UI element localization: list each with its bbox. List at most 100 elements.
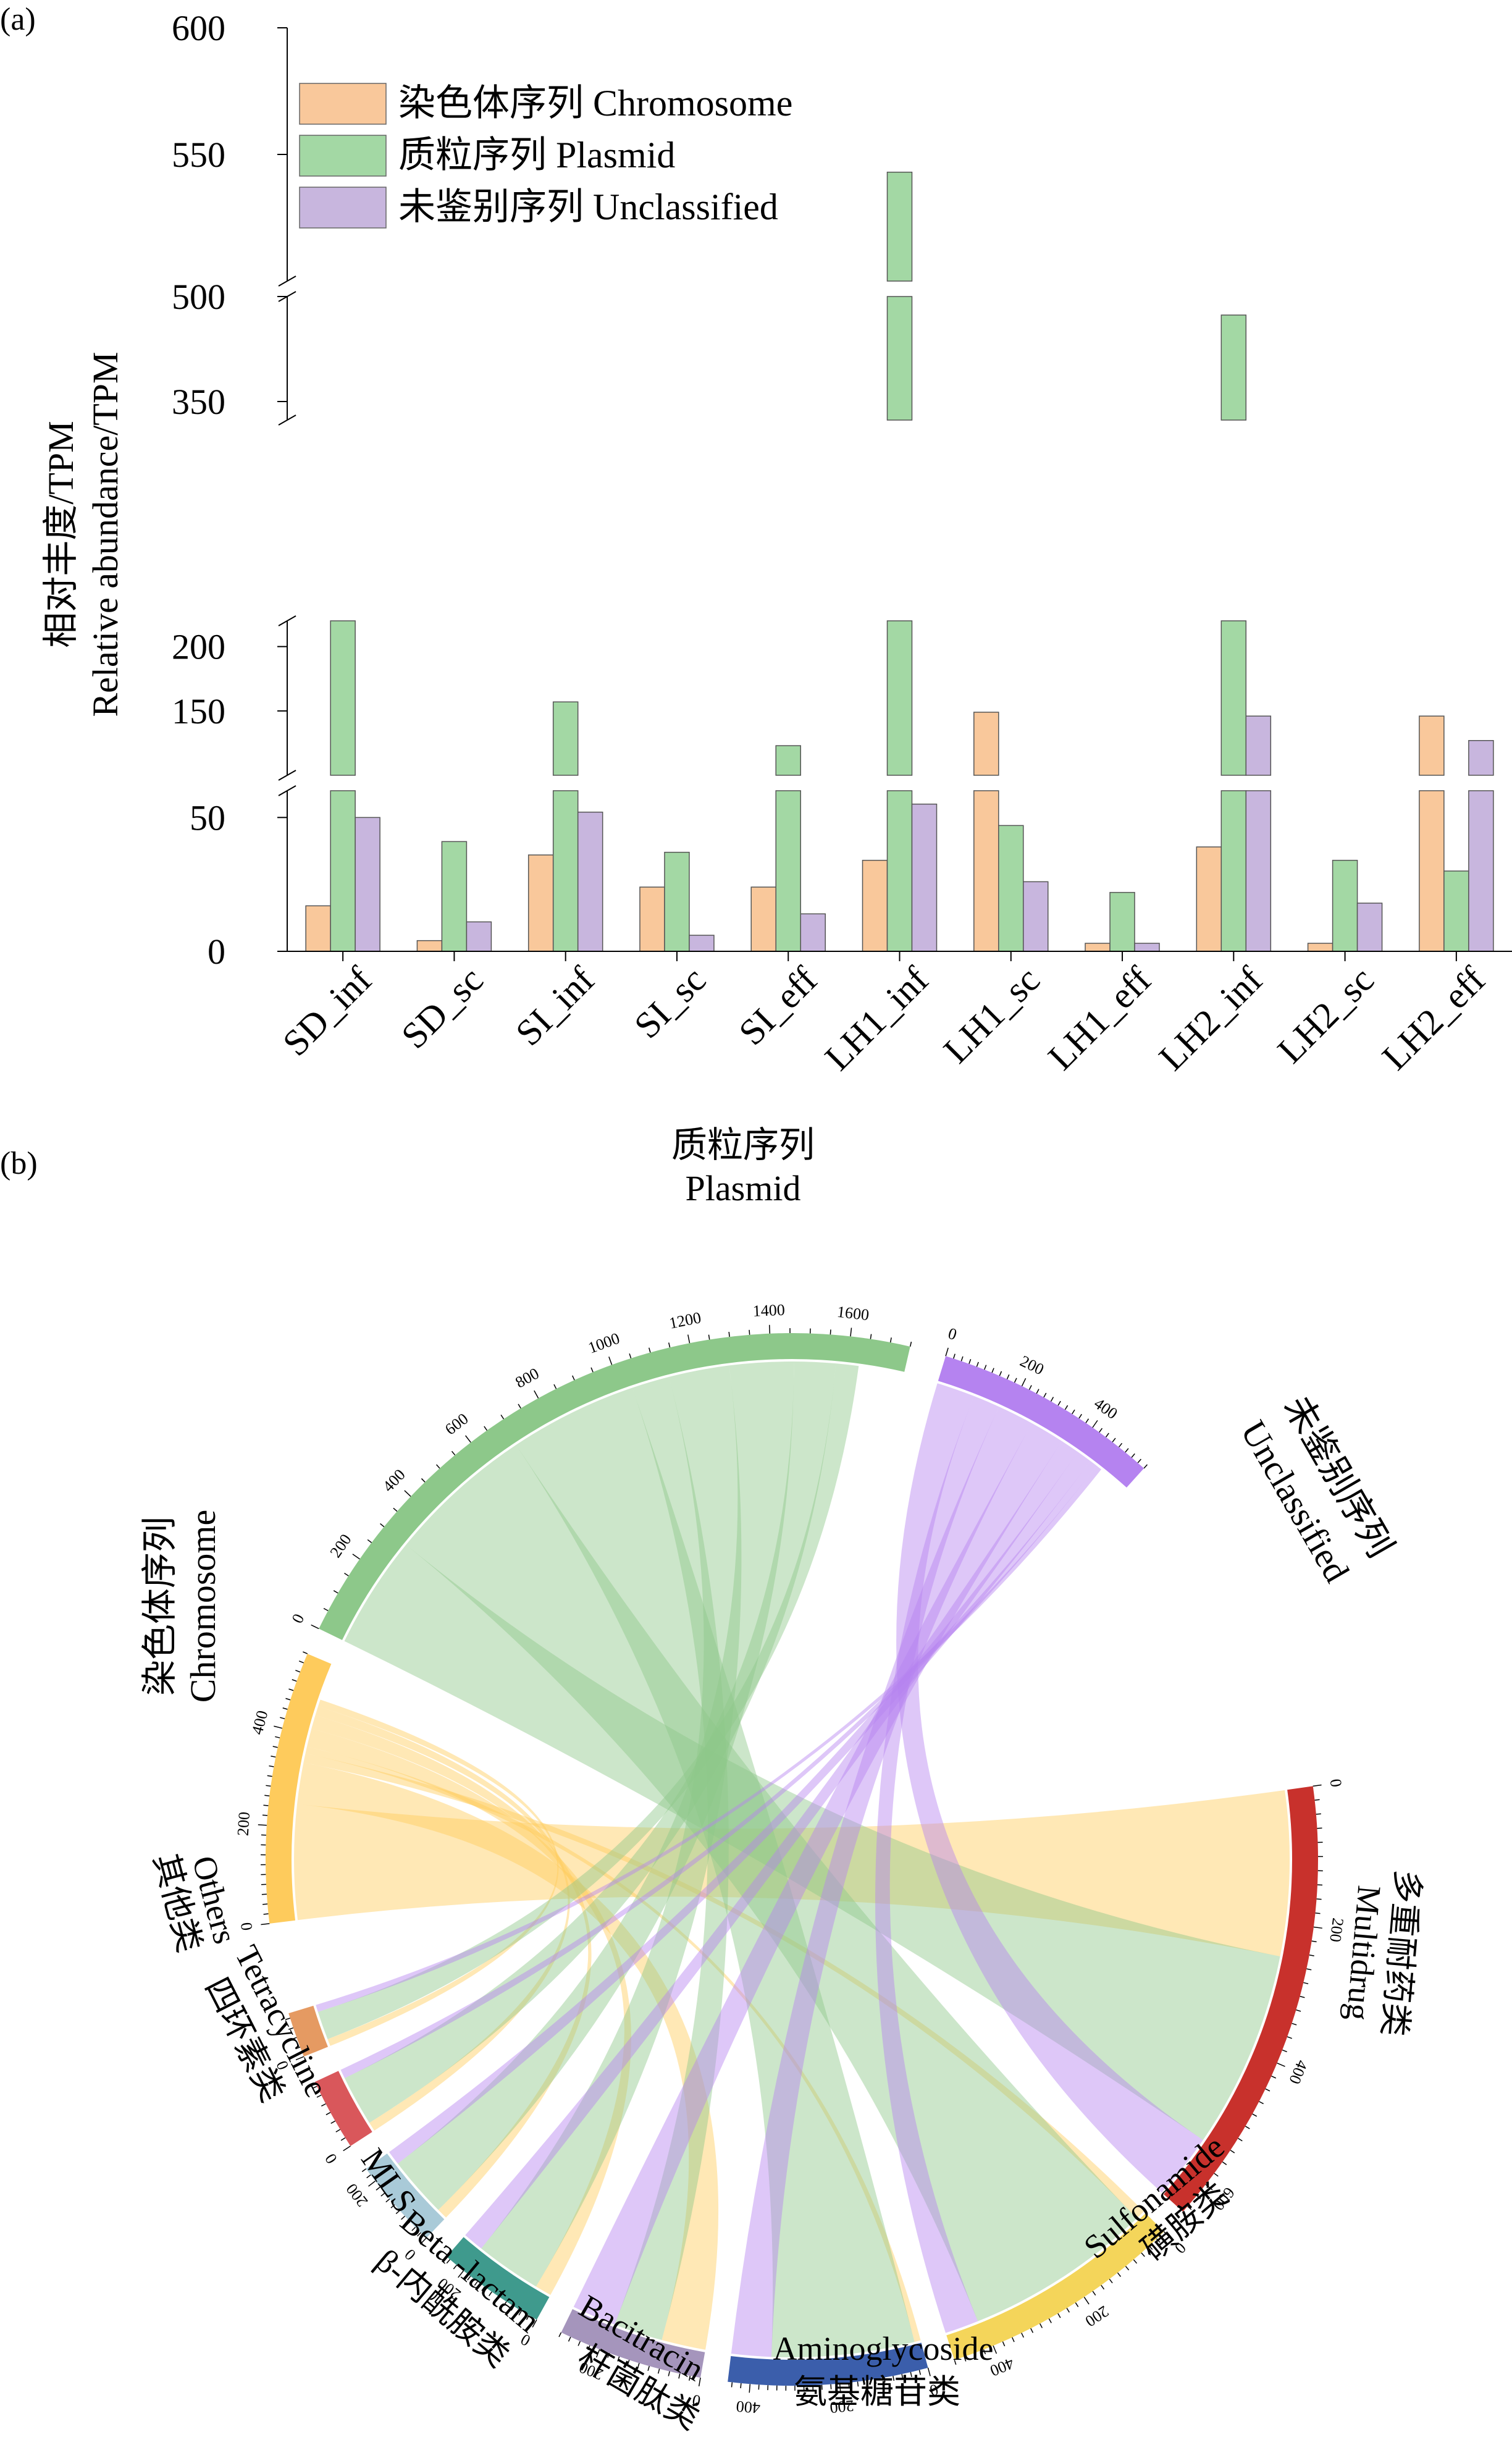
arc-tick-mark [1066,2308,1070,2313]
arc-tick-mark [282,1707,288,1710]
axis-break-mark [278,615,296,626]
arc-multidrug [1163,1786,1319,2212]
plasmid-label-cn: 质粒序列 [671,1125,815,1165]
bar-LH1_inf-2 [911,803,938,952]
arc-tick-mark [1133,2259,1138,2264]
arc-unclassified [938,1356,1144,1488]
arc-others [288,2005,328,2057]
arc-tick-mark [1072,1409,1075,1415]
arc-tick-mark [1277,2063,1285,2067]
bar-SI_sc-1 [664,851,690,952]
bar-LH2_sc-1 [1332,859,1358,952]
bar-LH1_inf-1 [886,171,913,282]
arc-tick-mark [500,1414,505,1420]
bar-LH1_inf-0 [862,859,888,952]
x-tick-label: LH2_sc [1270,959,1382,1071]
arc-tick-label: 0 [691,2391,702,2410]
y-ticks-group: 0 50 150 200 350 500 550 600 [172,8,287,972]
arc-tick-mark [323,1607,329,1612]
arc-tick-mark [678,2373,681,2379]
arc-tick-mark [657,2368,660,2374]
arc-tetracycline [314,2071,372,2147]
arc-tick-mark [1057,2313,1061,2318]
ribbon [406,1444,1137,2321]
arc-tick-label: 0 [1327,1778,1346,1788]
arc-tick-mark [1222,2161,1227,2165]
y-tick-label: 500 [172,277,225,317]
arc-tick-label: 200 [1082,2302,1112,2331]
bar-SD_sc-1 [441,841,468,952]
arc-tick-mark [1028,1385,1032,1390]
arc-tick-mark [1021,2333,1024,2338]
arc-tick-mark [1238,2137,1243,2142]
arc-tick-mark [411,2226,416,2231]
bar-LH2_eff-1 [1443,870,1469,952]
bar-LH1_sc-0 [973,712,999,776]
arc-tick-mark [572,1375,575,1381]
arc-tick-mark [1112,1437,1116,1442]
arcs-group [265,1333,1319,2386]
ribbon [293,1790,1290,1956]
bar-LH2_eff-2 [1468,740,1494,776]
bar-LH1_inf-1 [886,620,913,776]
arc-tick-mark [749,1329,750,1335]
x-tick-label: LH1_sc [936,959,1048,1071]
arc-tick-mark [401,2215,406,2220]
aminoglycoside-label-en: Aminoglycoside [773,2330,994,2367]
bar-LH2_inf-1 [1220,620,1247,776]
arc-tick-mark [285,2018,290,2021]
arc-tick-mark [1092,2291,1096,2296]
arc-tick-mark [518,2310,522,2316]
arc-tick-mark [489,2291,492,2296]
arc-tick-mark [285,1698,291,1701]
chromosome-label-cn: 染色体序列 [140,1517,180,1696]
arc-tick-mark [518,1404,521,1409]
bar-SD_inf-2 [355,817,380,952]
arc-tick-mark [340,2137,346,2141]
arc-tick-label: 600 [442,1410,472,1439]
arc-tick-mark [326,2111,331,2116]
bar-SI_eff-2 [800,913,826,952]
arc-tick-mark [909,1341,912,1347]
arc-tick-mark [534,1390,539,1399]
arc-mls [366,2153,445,2238]
bar-LH1_sc-1 [998,825,1024,952]
bar-SI_inf-1 [552,790,579,952]
arc-tick-mark [262,1903,268,1905]
arc-tick-mark [1148,2245,1153,2250]
arc-tick-mark [395,2210,400,2215]
bar-LH2_inf-1 [1220,314,1247,421]
arc-tick-mark [1292,2022,1297,2026]
ribbon [731,1407,1032,2357]
y-tick-label: 550 [172,135,225,175]
arc-tick-mark [984,1365,987,1370]
arc-tick-mark [1300,1995,1305,1998]
arc-tick-mark [467,2276,471,2281]
arc-tick-mark [607,2352,610,2358]
arc-tick-mark [1057,1400,1061,1406]
arc-tick-label: 1000 [586,1329,622,1357]
arc-tick-mark [1309,1954,1314,1956]
arc-tick-mark [1064,1405,1069,1410]
bar-SI_eff-0 [750,886,776,952]
y-axis-label-en: Relative abundance/TPM [85,351,125,717]
arc-tick-mark [298,1660,304,1664]
bar-SI_eff-1 [775,745,801,776]
bar-LH1_eff-0 [1085,943,1111,952]
arc-tick-mark [578,2341,581,2346]
arc-tick-mark [901,2374,904,2380]
arc-tick-mark [927,2367,931,2376]
arc-tick-label: 800 [512,1364,542,1391]
arc-tick-mark [830,1329,831,1335]
arc-tick-mark [1314,1799,1320,1801]
ribbon [397,1362,794,2210]
legend-swatch [299,187,387,229]
arc-tick-mark [366,2174,371,2179]
y-tick-label: 50 [190,798,225,838]
arc-tick-mark [973,2353,976,2359]
arc-tick-mark [1259,2101,1264,2105]
arc-tick-mark [267,1775,272,1777]
arc-tick-mark [380,1523,385,1528]
arc-tick-mark [312,2086,317,2089]
arc-tick-mark [446,2259,451,2264]
